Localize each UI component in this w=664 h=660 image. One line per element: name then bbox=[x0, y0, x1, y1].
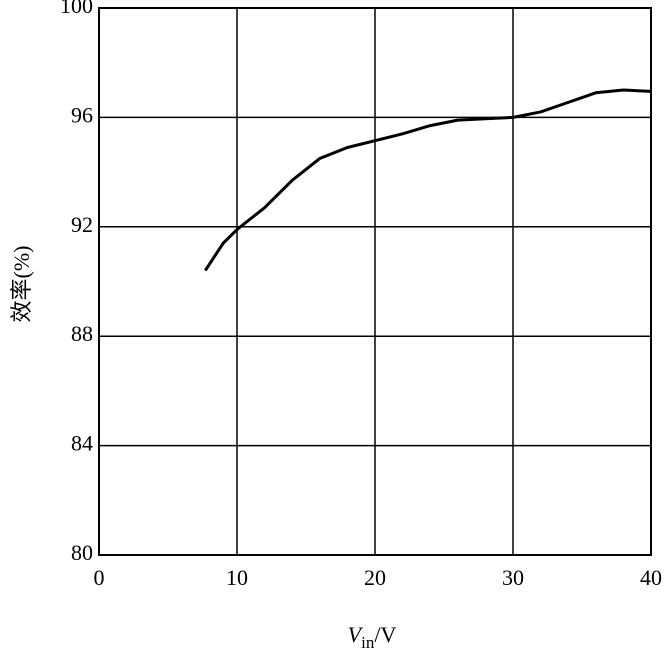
y-tick-label: 100 bbox=[60, 0, 93, 18]
y-tick-label: 96 bbox=[71, 102, 93, 127]
y-tick-label: 92 bbox=[71, 212, 93, 237]
y-tick-label: 88 bbox=[71, 321, 93, 346]
x-tick-label: 40 bbox=[640, 565, 662, 590]
x-axis-label-sub: in bbox=[361, 633, 375, 652]
x-axis-label: Vin/V bbox=[348, 622, 397, 652]
x-tick-label: 10 bbox=[226, 565, 248, 590]
y-axis-label: 效率(%) bbox=[9, 246, 34, 323]
x-tick-label: 20 bbox=[364, 565, 386, 590]
data-line bbox=[204, 88, 652, 272]
plot-frame bbox=[98, 7, 652, 556]
y-tick-label: 80 bbox=[71, 540, 93, 565]
x-tick-label: 0 bbox=[94, 565, 105, 590]
y-tick-label: 84 bbox=[71, 431, 93, 456]
x-tick-label: 30 bbox=[502, 565, 524, 590]
x-axis-label-main: V bbox=[348, 622, 364, 647]
x-axis-label-unit: /V bbox=[374, 622, 396, 647]
